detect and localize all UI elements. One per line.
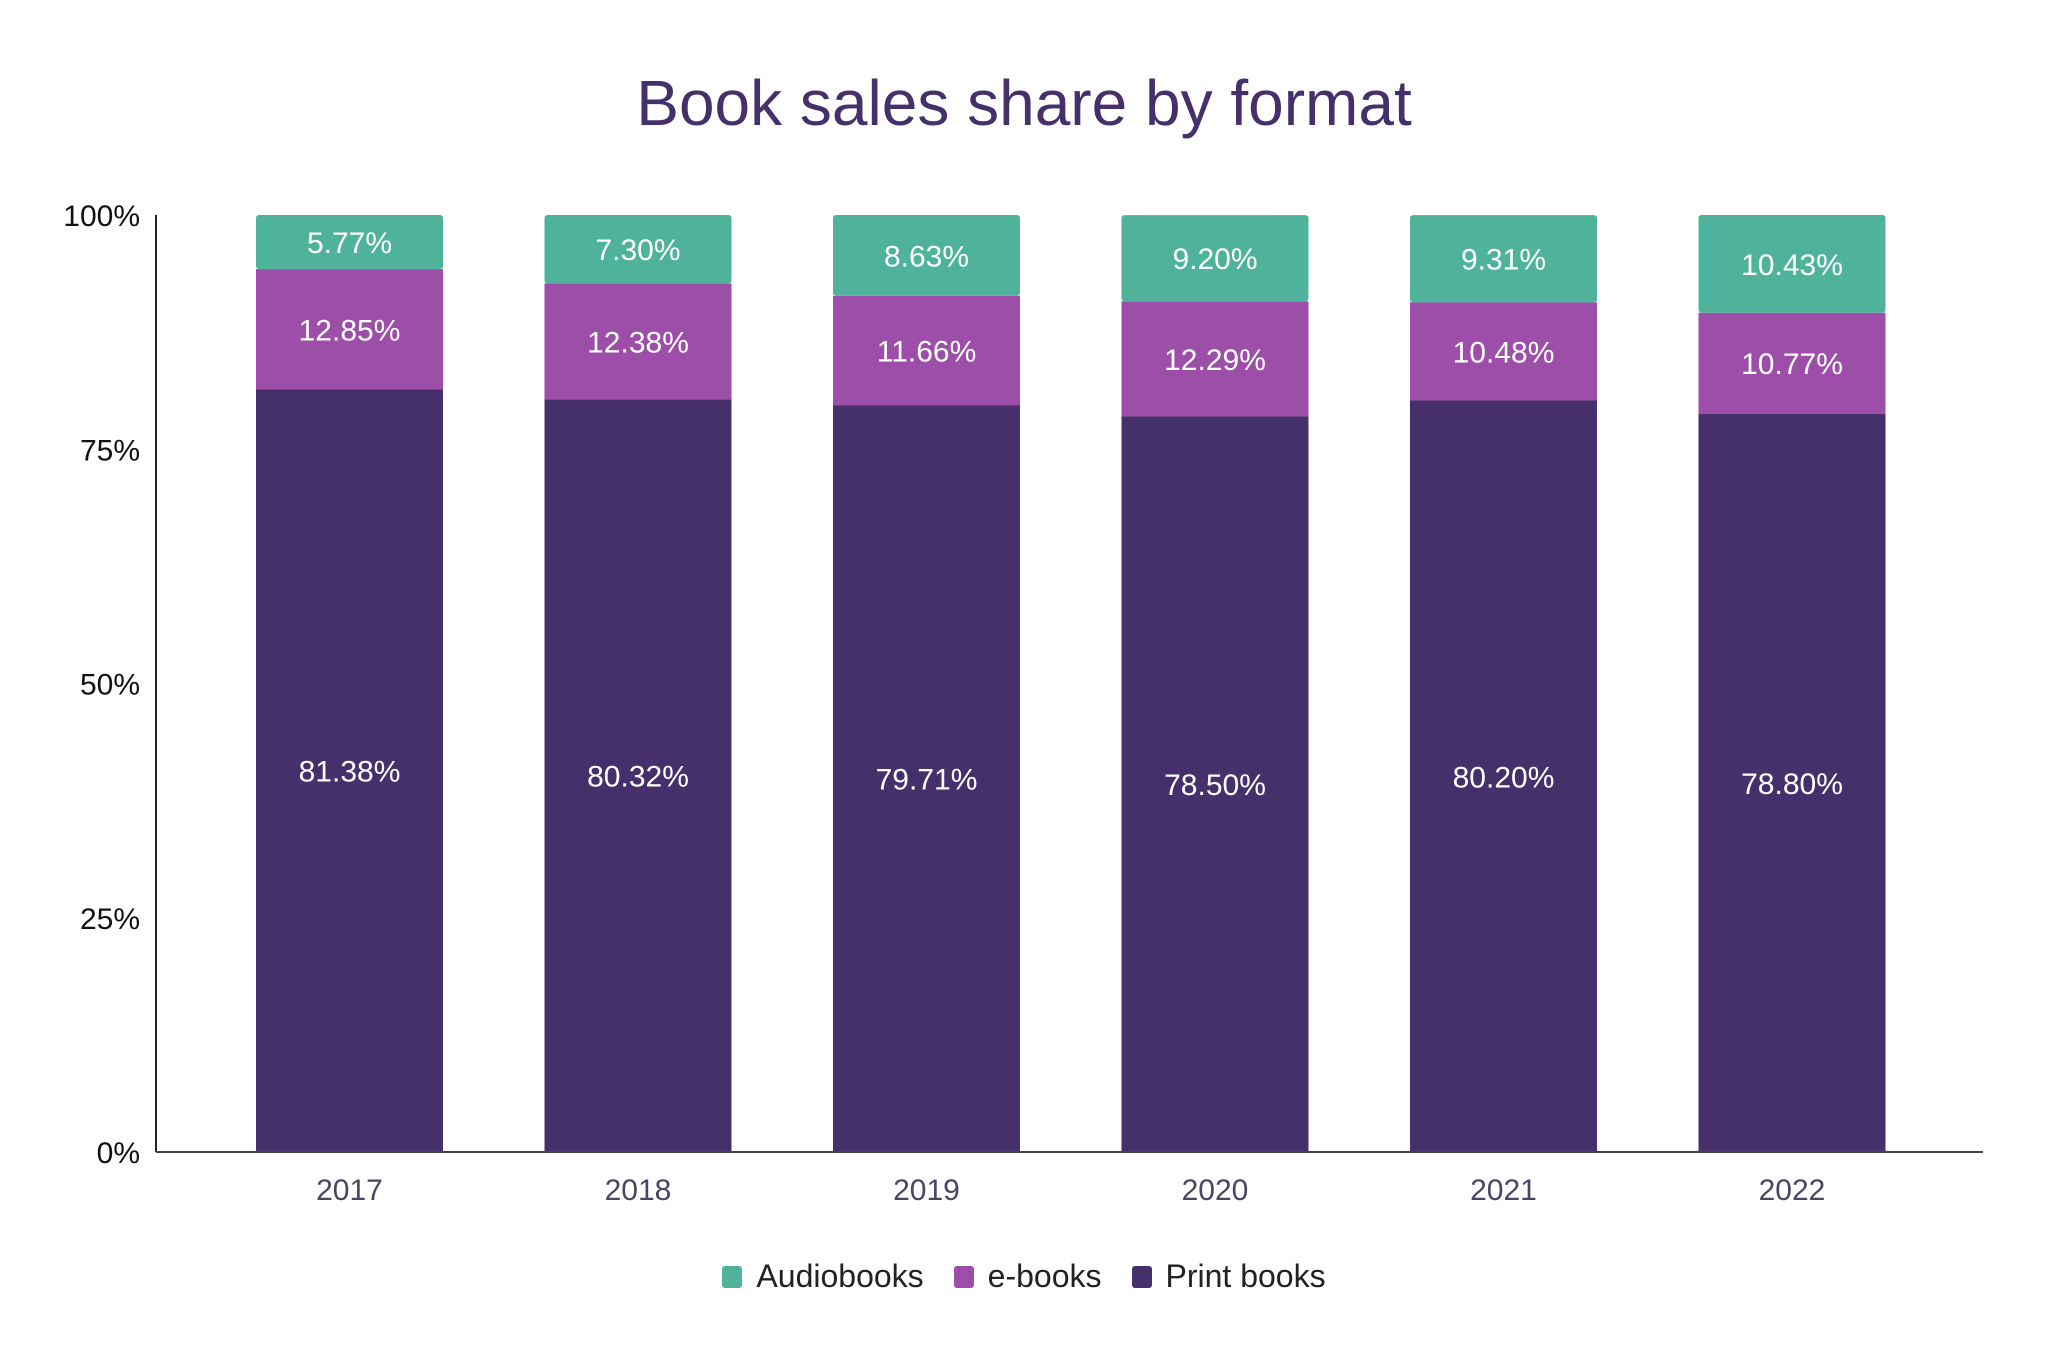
legend: Audiobooks e-books Print books: [0, 1258, 2048, 1295]
legend-item: e-books: [953, 1258, 1102, 1295]
data-label: 78.80%: [1741, 768, 1843, 801]
data-label: 81.38%: [299, 756, 401, 789]
data-label: 12.29%: [1164, 344, 1266, 377]
bar-segment-audiobooks: [256, 215, 443, 270]
bar-segment-e-books: [1698, 312, 1886, 414]
x-tick-label: 2018: [605, 1174, 672, 1207]
data-label: 79.71%: [876, 764, 978, 797]
data-label: 7.30%: [595, 234, 680, 267]
x-tick-label: 2022: [1759, 1174, 1826, 1207]
data-label: 80.20%: [1453, 761, 1555, 794]
data-label: 12.85%: [299, 314, 401, 347]
bar-segment-audiobooks: [833, 215, 1020, 296]
x-tick-label: 2017: [316, 1174, 383, 1207]
data-label: 12.38%: [587, 326, 689, 359]
bar-segment-e-books: [544, 283, 732, 400]
legend-swatch: [1131, 1265, 1152, 1288]
bar-segment-print-books: [833, 405, 1020, 1152]
bar-segment-e-books: [1121, 301, 1309, 417]
legend-item: Print books: [1131, 1258, 1326, 1295]
data-label: 8.63%: [884, 240, 969, 273]
legend-swatch: [722, 1265, 743, 1288]
x-tick-label: 2019: [893, 1174, 960, 1207]
bar-segment-print-books: [1698, 413, 1886, 1152]
data-label: 10.43%: [1741, 249, 1843, 282]
legend-label: e-books: [987, 1258, 1102, 1294]
bar-segment-e-books: [1410, 302, 1597, 401]
x-tick-label: 2021: [1470, 1174, 1537, 1207]
bar-segment-print-books: [544, 399, 732, 1152]
x-tick-label: 2020: [1182, 1174, 1249, 1207]
legend-label: Print books: [1165, 1258, 1326, 1294]
bar-segment-audiobooks: [1698, 215, 1886, 313]
data-label: 9.31%: [1461, 244, 1546, 277]
bar-segment-print-books: [1410, 400, 1597, 1152]
y-tick-label: 50%: [80, 669, 140, 702]
bar-segment-audiobooks: [1121, 215, 1309, 302]
legend-swatch: [953, 1265, 974, 1288]
data-label: 78.50%: [1164, 769, 1266, 802]
data-label: 10.48%: [1453, 336, 1555, 369]
legend-item: Audiobooks: [722, 1258, 924, 1295]
bar-segment-e-books: [256, 269, 443, 390]
bar-segment-print-books: [256, 389, 443, 1153]
data-label: 80.32%: [587, 761, 689, 794]
bar-segment-e-books: [833, 295, 1020, 406]
data-label: 5.77%: [307, 227, 392, 260]
chart-title: Book sales share by format: [636, 67, 1412, 139]
bar-segment-audiobooks: [544, 215, 732, 284]
bar-segment-print-books: [1121, 416, 1309, 1153]
legend-label: Audiobooks: [756, 1258, 924, 1294]
data-label: 10.77%: [1741, 348, 1843, 381]
bar-segment-audiobooks: [1410, 215, 1597, 303]
y-tick-label: 25%: [80, 903, 140, 936]
data-label: 9.20%: [1172, 243, 1257, 276]
y-tick-label: 0%: [97, 1137, 140, 1170]
y-tick-label: 100%: [63, 200, 140, 233]
y-tick-label: 75%: [80, 434, 140, 467]
data-label: 11.66%: [877, 335, 977, 368]
